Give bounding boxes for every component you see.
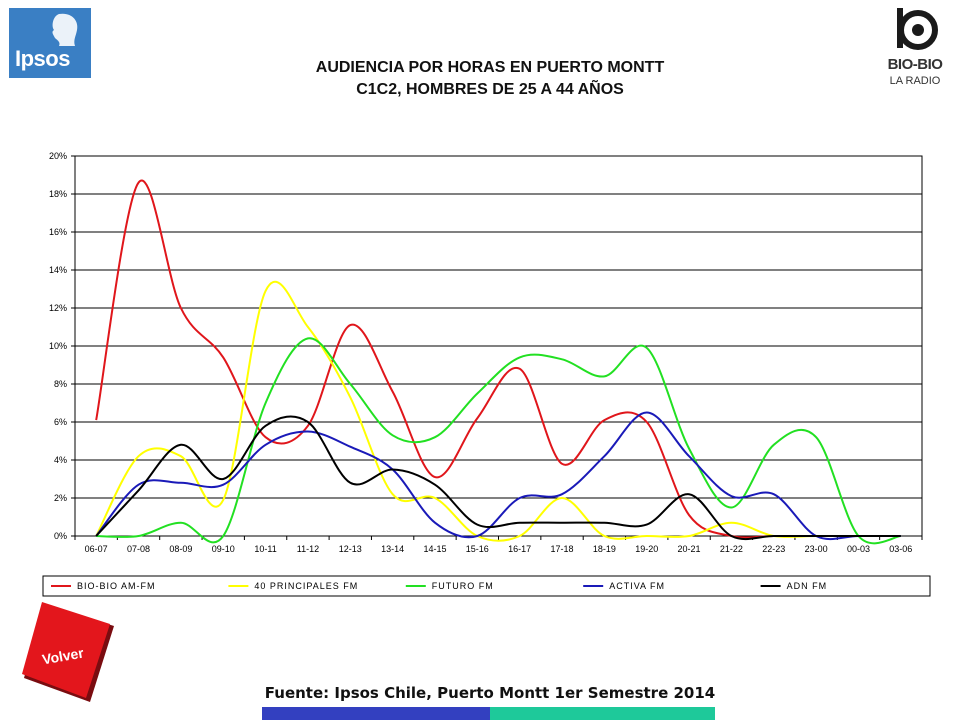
x-tick-label: 14-15 bbox=[423, 544, 446, 554]
x-tick-label: 11-12 bbox=[297, 544, 319, 554]
x-tick-label: 20-21 bbox=[678, 544, 701, 554]
x-tick-label: 12-13 bbox=[339, 544, 362, 554]
legend-label: FUTURO FM bbox=[432, 581, 494, 591]
x-tick-label: 16-17 bbox=[508, 544, 531, 554]
x-tick-label: 17-18 bbox=[551, 544, 574, 554]
volver-button[interactable]: Volver bbox=[22, 602, 122, 702]
footer-bar-blue bbox=[262, 707, 490, 720]
biobio-logo-sub: LA RADIO bbox=[889, 75, 941, 87]
x-tick-label: 00-03 bbox=[847, 544, 870, 554]
y-tick-label: 12% bbox=[49, 303, 67, 313]
y-tick-label: 6% bbox=[54, 417, 67, 427]
y-tick-label: 4% bbox=[54, 455, 67, 465]
ipsos-logo: Ipsos bbox=[9, 8, 91, 78]
x-tick-label: 15-16 bbox=[466, 544, 489, 554]
series-line bbox=[95, 179, 901, 539]
y-tick-label: 10% bbox=[49, 341, 67, 351]
series-line bbox=[95, 411, 901, 541]
biobio-logo: BIO-BIO LA RADIO bbox=[880, 6, 950, 98]
legend-label: BIO-BIO AM-FM bbox=[77, 581, 156, 591]
x-tick-label: 07-08 bbox=[127, 544, 150, 554]
x-tick-label: 18-19 bbox=[593, 544, 616, 554]
series-line bbox=[95, 281, 901, 542]
x-tick-label: 21-22 bbox=[720, 544, 743, 554]
y-tick-label: 20% bbox=[49, 151, 67, 161]
chart-title-line1: AUDIENCIA POR HORAS EN PUERTO MONTT bbox=[315, 59, 665, 76]
ipsos-logo-text: Ipsos bbox=[15, 46, 70, 71]
series-line bbox=[95, 415, 901, 541]
legend-label: ACTIVA FM bbox=[609, 581, 665, 591]
x-tick-label: 09-10 bbox=[212, 544, 235, 554]
x-tick-label: 19-20 bbox=[635, 544, 658, 554]
audience-line-chart: 0% 2% 4% 6% 8% 10% 12% 14% 16% 18% 20% 06-07 07-08 08… bbox=[42, 151, 931, 597]
y-tick-label: 8% bbox=[54, 379, 67, 389]
y-tick-label: 16% bbox=[49, 227, 67, 237]
x-tick-label: 22-23 bbox=[762, 544, 785, 554]
x-tick-label: 23-00 bbox=[805, 544, 828, 554]
chart-title-line2: C1C2, HOMBRES DE 25 A 44 AÑOS bbox=[356, 81, 624, 98]
legend-label: 40 PRINCIPALES FM bbox=[254, 581, 358, 591]
y-tick-label: 14% bbox=[49, 265, 67, 275]
footer-bar-teal bbox=[490, 707, 715, 720]
x-tick-label: 06-07 bbox=[85, 544, 108, 554]
x-tick-label: 13-14 bbox=[381, 544, 404, 554]
legend-label: ADN FM bbox=[787, 581, 828, 591]
x-tick-label: 08-09 bbox=[169, 544, 192, 554]
biobio-mark-icon bbox=[897, 8, 938, 50]
legend bbox=[42, 575, 931, 597]
y-tick-label: 18% bbox=[49, 189, 67, 199]
biobio-logo-name: BIO-BIO bbox=[887, 56, 943, 73]
volver-shape-icon bbox=[22, 602, 114, 702]
x-tick-label: 03-06 bbox=[889, 544, 912, 554]
ipsos-face-icon bbox=[52, 13, 78, 46]
source-note: Fuente: Ipsos Chile, Puerto Montt 1er Se… bbox=[264, 684, 716, 702]
y-tick-label: 0% bbox=[54, 531, 67, 541]
x-tick-label: 10-11 bbox=[254, 544, 276, 554]
y-tick-label: 2% bbox=[54, 493, 67, 503]
series-line bbox=[96, 337, 902, 545]
